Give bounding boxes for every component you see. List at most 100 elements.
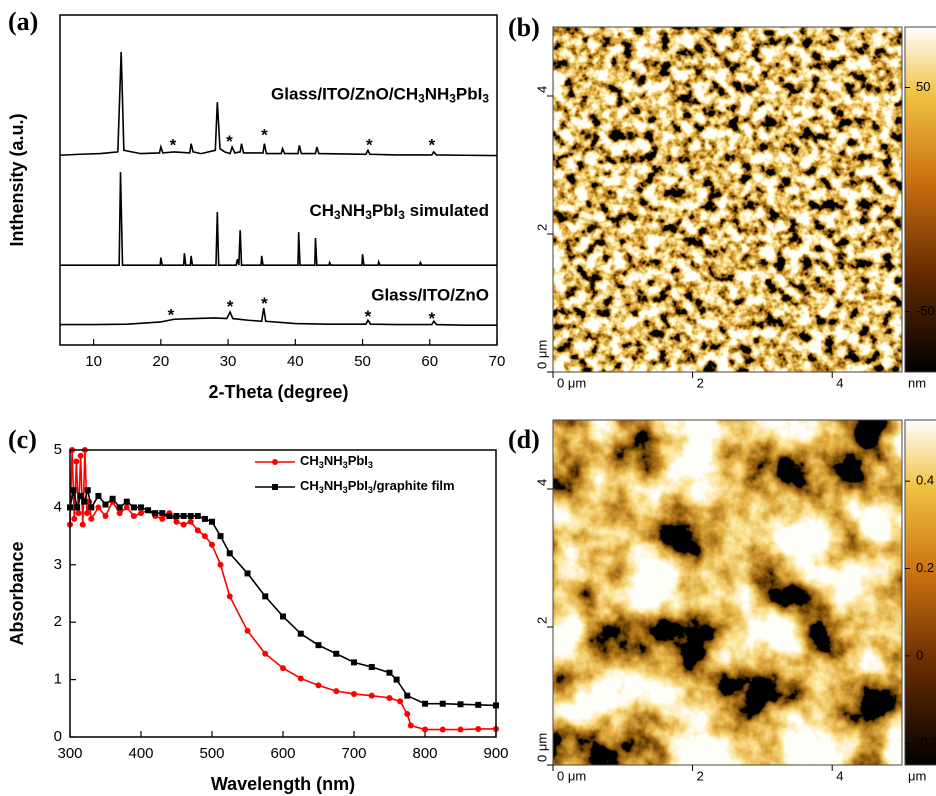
x-tick-label: 60 [421, 353, 438, 370]
x-tick-label: 600 [270, 745, 295, 762]
y-tick-label: 2 [534, 617, 549, 624]
image-frame [552, 26, 903, 373]
point [262, 650, 269, 657]
annotation: * [170, 136, 177, 155]
annotation: * [261, 294, 268, 313]
series-label: CH3NH3PbI3 simulated [309, 202, 489, 223]
x-tick-label: 20 [153, 353, 170, 370]
panel-label: (c) [8, 425, 37, 454]
point [226, 593, 233, 600]
y-tick-label: 1 [54, 671, 62, 688]
point [386, 694, 393, 701]
point [404, 692, 411, 699]
colorbar-unit: μm [908, 768, 926, 783]
point [280, 613, 286, 620]
point [102, 501, 109, 508]
point [71, 515, 78, 522]
x-tick-label: 500 [199, 745, 224, 762]
point [145, 507, 152, 514]
series-line [60, 307, 497, 326]
x-tick-label: 0 μm [557, 375, 586, 390]
point [130, 513, 137, 520]
point [351, 659, 357, 666]
annotation: * [226, 132, 233, 151]
point [209, 518, 215, 525]
y-tick-label: 0 μm [534, 340, 549, 369]
image-frame [552, 419, 903, 766]
point [386, 669, 393, 676]
colorbar-tick-label: 50 [916, 79, 930, 94]
series-line [60, 172, 497, 266]
point [88, 504, 95, 511]
y-tick-label: 0 [54, 728, 62, 745]
y-tick-label: 0 μm [534, 733, 549, 762]
point [79, 521, 86, 528]
point [84, 510, 91, 517]
x-tick-label: 4 [836, 768, 843, 783]
colorbar-unit: nm [908, 375, 926, 390]
point [457, 701, 464, 708]
panel-label: (a) [8, 7, 38, 36]
point [297, 630, 304, 637]
afm-image [553, 27, 902, 372]
point [75, 510, 82, 517]
x-axis-label: 2-Theta (degree) [208, 382, 348, 402]
point [74, 504, 81, 511]
point [280, 665, 286, 672]
series-label: Glass/ITO/ZnO/CH3NH3PbI3 [271, 85, 489, 106]
y-tick-label: 4 [534, 86, 549, 93]
point [123, 504, 130, 511]
colorbar-tick-label: 0 [916, 647, 923, 662]
point [439, 726, 446, 733]
annotation: * [261, 126, 268, 145]
point [116, 504, 123, 511]
point [368, 692, 375, 699]
legend-label: CH3NH3PbI3/graphite film [300, 478, 455, 495]
point [159, 510, 166, 517]
point [102, 513, 109, 520]
x-tick-label: 40 [287, 353, 304, 370]
point [209, 541, 215, 548]
annotation: * [365, 307, 372, 326]
point [201, 533, 208, 540]
point [333, 688, 340, 695]
point [262, 593, 269, 600]
point [130, 504, 137, 511]
colorbar [904, 419, 936, 766]
point [152, 510, 159, 517]
point [475, 701, 482, 708]
y-tick-label: 2 [534, 224, 549, 231]
point [138, 510, 144, 517]
x-tick-label: 50 [354, 353, 371, 370]
legend-marker [272, 484, 278, 490]
y-tick-label: 3 [54, 556, 62, 573]
point [180, 521, 187, 528]
colorbar-tick-label: -50 [916, 303, 935, 318]
point [173, 518, 180, 525]
point [70, 487, 77, 494]
annotation: * [366, 136, 373, 155]
point [194, 527, 201, 534]
plot-frame [69, 449, 497, 738]
plot-frame [59, 14, 498, 346]
point [457, 726, 464, 733]
point [77, 492, 84, 499]
series-line [69, 489, 497, 707]
annotation: * [428, 309, 435, 328]
point [180, 513, 187, 520]
point [244, 627, 251, 634]
point [109, 495, 116, 502]
x-tick-label: 700 [341, 745, 366, 762]
annotation: * [428, 136, 435, 155]
point [95, 492, 102, 499]
x-tick-label: 800 [412, 745, 437, 762]
colorbar-tick-label: 0.4 [916, 473, 934, 488]
point [95, 504, 102, 511]
point [315, 642, 322, 649]
point [407, 722, 414, 729]
x-tick-label: 4 [836, 375, 843, 390]
point [475, 725, 482, 732]
point [166, 513, 173, 520]
point [77, 452, 84, 459]
